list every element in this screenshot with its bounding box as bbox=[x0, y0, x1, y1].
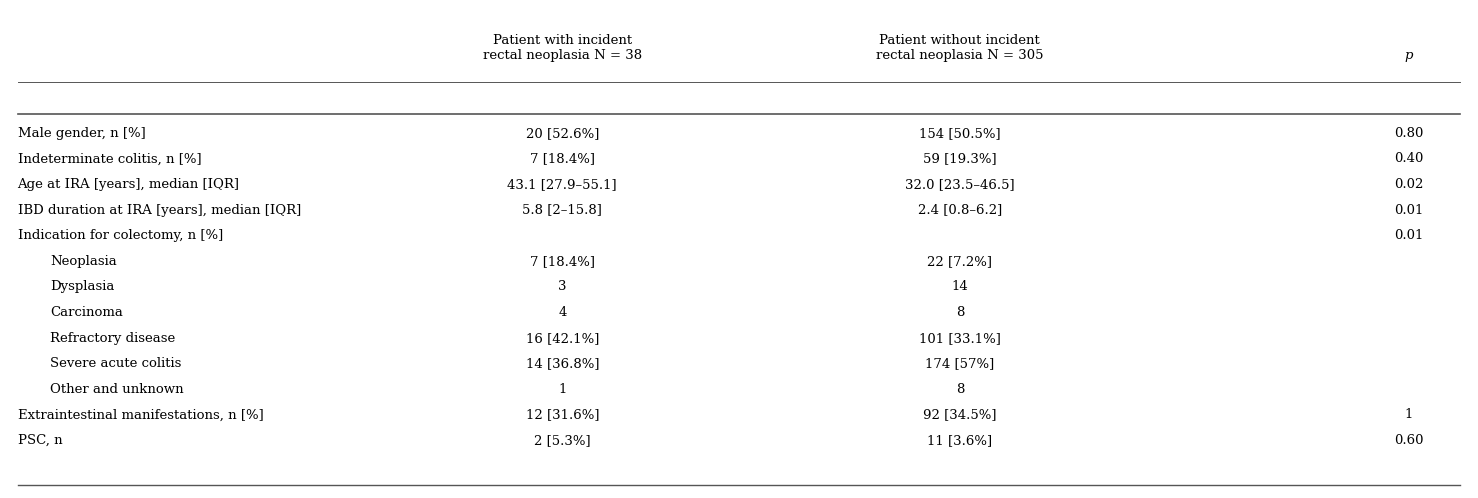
Text: 12 [31.6%]: 12 [31.6%] bbox=[526, 408, 599, 421]
Text: 32.0 [23.5–46.5]: 32.0 [23.5–46.5] bbox=[905, 178, 1015, 191]
Text: 0.80: 0.80 bbox=[1394, 127, 1423, 140]
Text: 2 [5.3%]: 2 [5.3%] bbox=[534, 434, 591, 447]
Text: 11 [3.6%]: 11 [3.6%] bbox=[927, 434, 992, 447]
Text: Indeterminate colitis, n [%]: Indeterminate colitis, n [%] bbox=[18, 152, 201, 165]
Text: Other and unknown: Other and unknown bbox=[50, 383, 183, 396]
Text: 3: 3 bbox=[559, 280, 566, 293]
Text: 1: 1 bbox=[1404, 408, 1413, 421]
Text: 92 [34.5%]: 92 [34.5%] bbox=[924, 408, 996, 421]
Text: Patient with incident
rectal neoplasia N = 38: Patient with incident rectal neoplasia N… bbox=[483, 34, 641, 62]
Text: 2.4 [0.8–6.2]: 2.4 [0.8–6.2] bbox=[918, 204, 1002, 217]
Text: 14: 14 bbox=[952, 280, 968, 293]
Text: Carcinoma: Carcinoma bbox=[50, 306, 123, 319]
Text: 5.8 [2–15.8]: 5.8 [2–15.8] bbox=[522, 204, 602, 217]
Text: 59 [19.3%]: 59 [19.3%] bbox=[924, 152, 996, 165]
Text: 174 [57%]: 174 [57%] bbox=[925, 357, 995, 370]
Text: 8: 8 bbox=[956, 383, 964, 396]
Text: 4: 4 bbox=[559, 306, 566, 319]
Text: 0.40: 0.40 bbox=[1394, 152, 1423, 165]
Text: Severe acute colitis: Severe acute colitis bbox=[50, 357, 182, 370]
Text: Dysplasia: Dysplasia bbox=[50, 280, 114, 293]
Text: 154 [50.5%]: 154 [50.5%] bbox=[919, 127, 1001, 140]
Text: Neoplasia: Neoplasia bbox=[50, 255, 117, 268]
Text: 1: 1 bbox=[559, 383, 566, 396]
Text: 101 [33.1%]: 101 [33.1%] bbox=[919, 332, 1001, 345]
Text: p: p bbox=[1404, 49, 1413, 62]
Text: Extraintestinal manifestations, n [%]: Extraintestinal manifestations, n [%] bbox=[18, 408, 263, 421]
Text: 16 [42.1%]: 16 [42.1%] bbox=[526, 332, 599, 345]
Text: Patient without incident
rectal neoplasia N = 305: Patient without incident rectal neoplasi… bbox=[876, 34, 1043, 62]
Text: 43.1 [27.9–55.1]: 43.1 [27.9–55.1] bbox=[507, 178, 618, 191]
Text: 0.01: 0.01 bbox=[1394, 204, 1423, 217]
Text: 20 [52.6%]: 20 [52.6%] bbox=[526, 127, 599, 140]
Text: 7 [18.4%]: 7 [18.4%] bbox=[529, 255, 594, 268]
Text: 0.02: 0.02 bbox=[1394, 178, 1423, 191]
Text: IBD duration at IRA [years], median [IQR]: IBD duration at IRA [years], median [IQR… bbox=[18, 204, 300, 217]
Text: 22 [7.2%]: 22 [7.2%] bbox=[927, 255, 992, 268]
Text: Indication for colectomy, n [%]: Indication for colectomy, n [%] bbox=[18, 229, 223, 242]
Text: PSC, n: PSC, n bbox=[18, 434, 62, 447]
Text: 0.60: 0.60 bbox=[1394, 434, 1423, 447]
Text: 14 [36.8%]: 14 [36.8%] bbox=[526, 357, 599, 370]
Text: 7 [18.4%]: 7 [18.4%] bbox=[529, 152, 594, 165]
Text: Refractory disease: Refractory disease bbox=[50, 332, 176, 345]
Text: 0.01: 0.01 bbox=[1394, 229, 1423, 242]
Text: Age at IRA [years], median [IQR]: Age at IRA [years], median [IQR] bbox=[18, 178, 239, 191]
Text: Male gender, n [%]: Male gender, n [%] bbox=[18, 127, 145, 140]
Text: 8: 8 bbox=[956, 306, 964, 319]
